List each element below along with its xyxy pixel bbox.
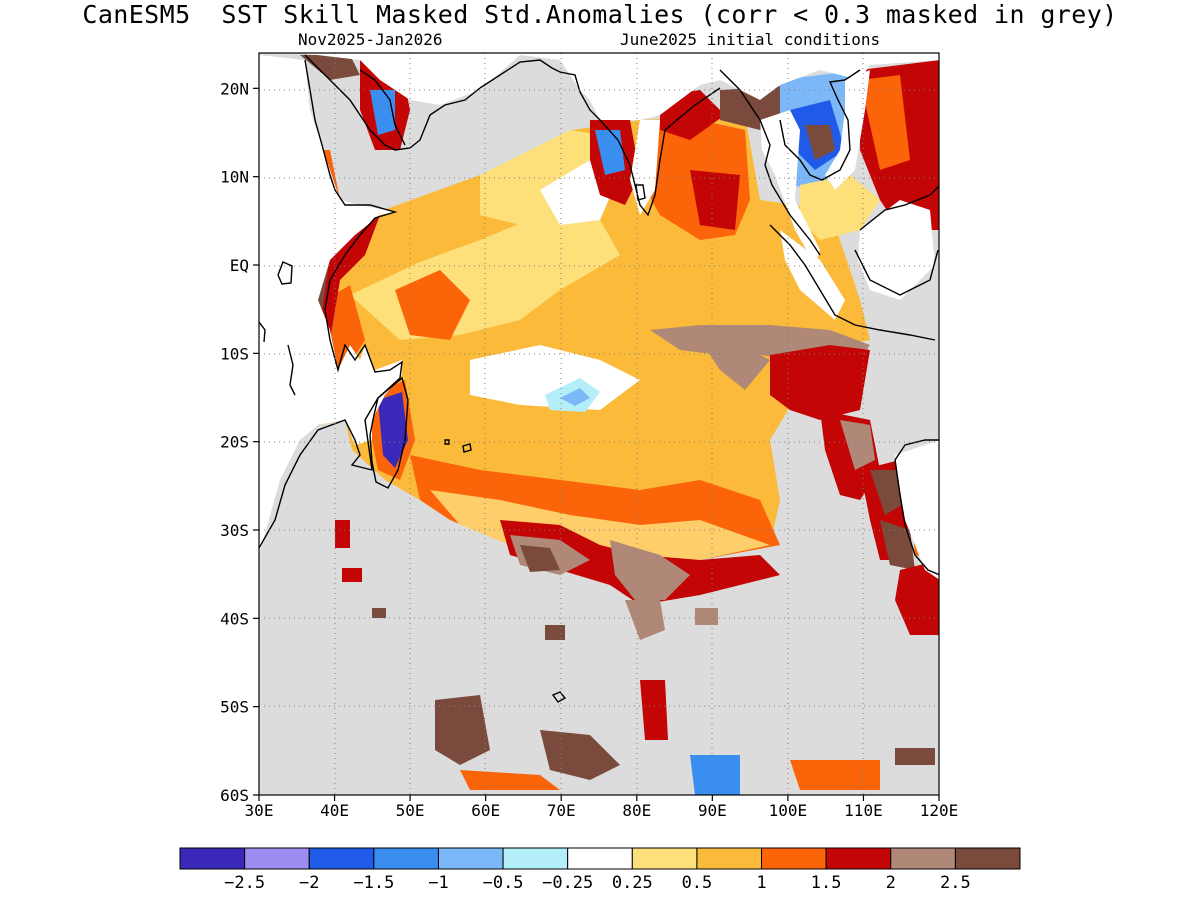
lat-tick-label: 60S (220, 786, 249, 805)
anomaly-region-negative (560, 388, 590, 406)
anomaly-region (770, 345, 870, 420)
anomaly-region (435, 695, 490, 765)
colorbar-swatch (179, 847, 246, 870)
anomaly-region (695, 608, 718, 625)
lat-tick-label: 20N (220, 79, 249, 98)
lon-tick-label: 40E (320, 801, 349, 820)
anomaly-region (595, 130, 625, 175)
longitude-axis: 30E 40E 50E 60E 70E 80E 90E 100E 110E 120E (245, 795, 959, 820)
colorbar-swatch (825, 847, 892, 870)
lon-tick-label: 120E (920, 801, 959, 820)
anomaly-region (840, 420, 875, 470)
lon-tick-label: 70E (547, 801, 576, 820)
lat-tick-label: 30S (220, 521, 249, 540)
colorbar-label: 2.5 (940, 873, 971, 893)
lat-tick-label: EQ (230, 256, 249, 275)
indochina-landmass (825, 70, 870, 190)
anomaly-region (880, 520, 915, 570)
lon-tick-label: 100E (769, 801, 808, 820)
colorbar-label: 0.5 (682, 873, 713, 893)
lat-tick-label: 40S (220, 609, 249, 628)
colorbar-swatch (437, 847, 504, 870)
anomaly-region (895, 748, 935, 765)
anomaly-region-negative (690, 755, 740, 795)
anomaly-region (335, 520, 350, 548)
forecast-period: Nov2025-Jan2026 (298, 30, 443, 49)
borneo-landmass (858, 200, 935, 300)
lon-tick-label: 110E (844, 801, 883, 820)
graticule (259, 53, 939, 795)
colorbar-label: −1 (428, 873, 448, 893)
colorbar: −2.5 −2 −1.5 −1 −0.5 −0.25 0.25 0.5 1 1.5 2 2.5 (179, 847, 1021, 893)
lon-tick-label: 80E (622, 801, 651, 820)
colorbar-swatch (954, 847, 1021, 870)
colorbar-swatch (631, 847, 698, 870)
colorbar-label: −1.5 (353, 873, 394, 893)
anomaly-region (895, 560, 939, 635)
latitude-axis: 20N 10N EQ 10S 20S 30S 40S 50S 60S (220, 79, 259, 805)
anomaly-region (790, 760, 880, 790)
lat-tick-label: 20S (220, 433, 249, 452)
anomaly-region (700, 340, 770, 390)
coastlines (259, 54, 939, 703)
anomaly-region (460, 770, 560, 790)
indochina-landmass (760, 110, 820, 265)
colorbar-label: 1 (756, 873, 766, 893)
anomaly-region (545, 625, 565, 640)
anomaly-region (625, 600, 665, 640)
anomaly-region (610, 540, 690, 600)
anomaly-region-negative (378, 392, 408, 468)
colorbar-label: −0.5 (483, 873, 524, 893)
lon-tick-label: 60E (471, 801, 500, 820)
australia-landmass (895, 440, 939, 580)
colorbar-label: −2.5 (224, 873, 265, 893)
colorbar-label: 2 (886, 873, 896, 893)
anomaly-region (520, 545, 560, 572)
map-title: CanESM5 SST Skill Masked Std.Anomalies (… (82, 0, 1118, 29)
anomaly-region (640, 680, 668, 740)
anomaly-region (395, 270, 470, 340)
colorbar-swatch (373, 847, 439, 870)
anomaly-region (690, 170, 740, 230)
colorbar-label: −0.25 (542, 873, 593, 893)
anomaly-region (342, 568, 362, 582)
colorbar-label: 1.5 (811, 873, 842, 893)
lat-tick-label: 10N (220, 168, 249, 187)
colorbar-label: 0.25 (612, 873, 653, 893)
anomaly-region (540, 730, 620, 780)
anomaly-region (805, 125, 835, 160)
anomaly-region (372, 608, 386, 618)
colorbar-label: −2 (299, 873, 319, 893)
lon-tick-label: 30E (245, 801, 274, 820)
colorbar-swatch (502, 847, 569, 870)
colorbar-swatch (308, 847, 375, 870)
colorbar-swatch (890, 847, 956, 870)
colorbar-swatch (696, 847, 763, 870)
anomaly-region (370, 90, 395, 135)
anomaly-region (860, 75, 910, 170)
map-plot-area (259, 53, 939, 795)
colorbar-swatch (567, 847, 633, 870)
asia-landmass (300, 53, 939, 120)
lake-victoria (281, 262, 292, 285)
lat-tick-label: 10S (220, 344, 249, 363)
anomaly-region (300, 55, 360, 80)
anomaly-region (800, 175, 880, 240)
lat-tick-label: 50S (220, 698, 249, 717)
initial-conditions: June2025 initial conditions (620, 30, 881, 49)
map-frame (258, 52, 940, 796)
colorbar-swatch (761, 847, 827, 870)
lon-tick-label: 50E (396, 801, 425, 820)
colorbar-swatch (244, 847, 310, 870)
lon-tick-label: 90E (698, 801, 727, 820)
